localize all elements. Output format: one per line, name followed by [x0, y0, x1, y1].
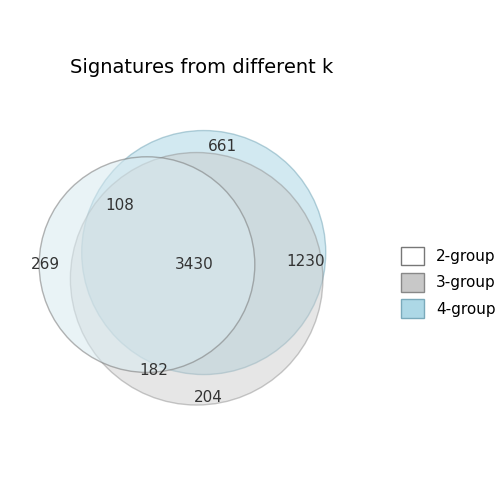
- Text: 1230: 1230: [287, 254, 325, 269]
- Circle shape: [71, 153, 323, 405]
- Text: 269: 269: [31, 257, 60, 272]
- Text: 182: 182: [140, 363, 168, 379]
- Title: Signatures from different k: Signatures from different k: [70, 58, 333, 78]
- Text: 108: 108: [106, 198, 135, 213]
- Text: 3430: 3430: [175, 257, 214, 272]
- Circle shape: [82, 131, 326, 374]
- Text: 661: 661: [208, 139, 237, 154]
- Circle shape: [39, 157, 255, 372]
- Text: 204: 204: [194, 390, 223, 405]
- Legend: 2-group, 3-group, 4-group: 2-group, 3-group, 4-group: [401, 247, 495, 318]
